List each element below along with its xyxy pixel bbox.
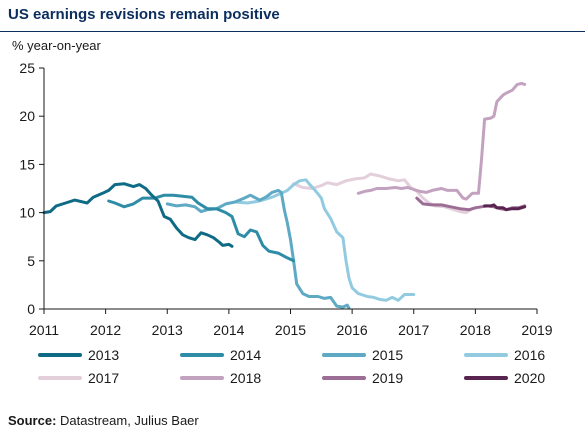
x-tick-label: 2013 [152,322,183,338]
legend-label-2019: 2019 [372,370,403,386]
legend: 2013 2014 2015 2016 2017 2018 2019 2020 [38,347,545,386]
x-tick-label: 2012 [90,322,121,338]
chart-title: US earnings revisions remain positive [8,6,280,23]
x-tick-label: 2015 [275,322,306,338]
legend-label-2015: 2015 [372,347,403,363]
legend-label-2017: 2017 [88,370,119,386]
y-tick-label: 0 [27,301,35,317]
series-line-2018 [356,81,527,201]
legend-label-2016: 2016 [514,347,545,363]
y-tick-label: 10 [19,205,35,221]
legend-label-2013: 2013 [88,347,119,363]
x-tick-label: 2016 [337,322,368,338]
y-tick-label: 15 [19,156,35,172]
series-line-2020 [483,203,527,212]
y-tick-label: 5 [27,253,35,269]
title-rule [0,31,585,32]
y-axis-label: % year-on-year [12,38,101,53]
source-note: Source: Datastream, Julius Baer [8,413,199,428]
x-tick-label: 2014 [213,322,244,338]
y-tick-label: 20 [19,108,35,124]
series-line-2015 [165,188,351,310]
series-line-2013 [42,182,234,248]
series-line-2014 [107,193,296,263]
source-label: Source: [8,413,57,428]
x-tick-label: 2011 [29,322,59,338]
source-text: Datastream, Julius Baer [56,413,199,428]
legend-label-2018: 2018 [230,370,261,386]
series-line-2017 [292,172,477,215]
y-tick-label: 25 [19,60,35,76]
x-tick-label: 2018 [460,322,491,338]
legend-label-2014: 2014 [230,347,261,363]
x-tick-label: 2017 [398,322,429,338]
series-lines [42,81,527,310]
legend-label-2020: 2020 [514,370,545,386]
axes: 0 5 10 15 20 25 2011 2012 2013 2014 2015 2016 2017 20… [19,60,552,338]
x-tick-label: 2019 [521,322,552,338]
series-line-2016 [233,178,416,302]
